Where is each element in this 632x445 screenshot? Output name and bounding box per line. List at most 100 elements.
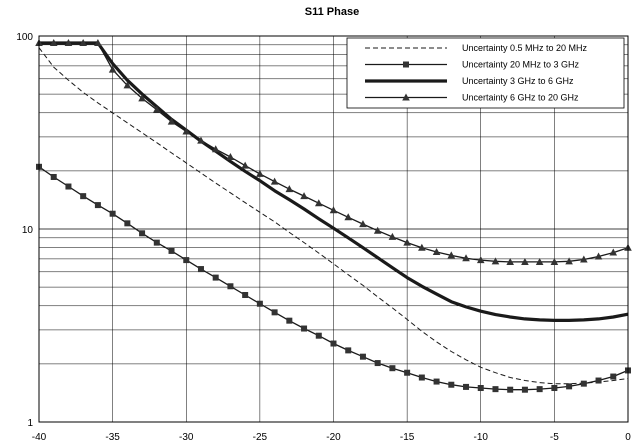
data-point-triangle [359,220,367,228]
data-point-square [330,340,337,347]
x-tick-label: -30 [179,432,194,443]
series-line [39,41,629,322]
data-point-triangle [241,161,249,169]
data-point-triangle [270,177,279,185]
series-1 [38,47,629,385]
data-point-square [271,309,278,316]
data-point-square [374,360,381,367]
data-point-square [286,317,293,324]
data-point-square [536,386,543,393]
x-tick-label: -25 [253,432,268,443]
data-point-square [595,377,602,384]
data-point-triangle [167,117,176,125]
data-point-square [477,385,484,392]
data-point-triangle [314,199,323,207]
data-point-square [183,257,190,264]
data-point-triangle [388,232,397,240]
x-tick-label: 0 [625,432,631,443]
data-point-square [242,292,249,299]
x-tick-label: -20 [326,432,341,443]
data-point-triangle [403,238,411,246]
data-point-triangle [550,257,559,265]
data-point-triangle [521,257,529,265]
y-axis-ticks: 1 10 100 [16,32,33,429]
data-point-square [212,274,219,281]
data-point-square [197,266,204,273]
y-tick-label: 10 [22,225,34,236]
y-tick-label: 100 [16,32,33,43]
series-4 [35,38,632,265]
data-point-triangle [580,255,588,263]
x-tick-label: -5 [550,432,559,443]
data-point-square [566,383,573,390]
data-point-square [448,381,455,388]
x-tick-label: -40 [32,432,47,443]
data-point-square [168,247,175,254]
data-point-triangle [123,81,132,89]
data-point-square [389,365,396,372]
data-point-square [80,193,87,200]
chart-title: S11 Phase [305,6,359,18]
legend-label: Uncertainty 20 MHz to 3 GHz [462,60,580,70]
data-point-square [256,300,263,307]
data-point-triangle [432,248,441,256]
data-point-triangle [108,65,117,73]
series-3 [39,41,629,322]
legend-label: Uncertainty 6 GHz to 20 GHz [462,93,579,103]
data-point-triangle [138,94,146,102]
data-point-triangle [226,153,235,161]
data-point-square [551,385,558,392]
data-point-square [124,220,131,227]
data-point-triangle [476,256,485,264]
data-point-square [50,173,57,180]
data-point-triangle [256,169,264,177]
series-2 [36,163,631,393]
data-point-triangle [94,38,102,46]
data-point-square [359,353,366,360]
data-point-triangle [49,38,58,46]
data-point-triangle [462,254,470,262]
data-point-square [94,202,101,209]
data-point-triangle [79,38,87,46]
data-point-square [404,369,411,376]
data-point-triangle [594,252,603,260]
legend: Uncertainty 0.5 MHz to 20 MHz Uncertainty… [346,37,625,109]
data-point-triangle [197,136,205,144]
data-point-triangle [418,243,426,251]
data-point-triangle [447,251,456,259]
data-point-square [580,380,587,387]
data-point-triangle [344,213,353,221]
x-tick-label: -10 [474,432,489,443]
data-point-triangle [506,257,514,265]
data-point-triangle [182,127,191,135]
gridlines [39,36,628,422]
x-tick-label: -15 [400,432,415,443]
data-point-triangle [285,185,294,193]
data-point-square [492,386,499,393]
data-point-square [521,386,528,393]
legend-label: Uncertainty 0.5 MHz to 20 MHz [462,43,588,53]
data-point-square [463,383,470,390]
data-point-square [301,325,308,332]
data-point-square [507,386,514,393]
data-point-square [610,373,617,380]
data-point-triangle [535,257,544,265]
data-point-triangle [329,206,338,214]
data-point-triangle [300,192,308,200]
series-line [38,47,629,385]
data-point-square [109,210,116,217]
data-point-square [345,347,352,354]
legend-box [346,37,625,109]
legend-marker-square [403,61,409,68]
data-point-square [65,183,72,190]
data-point-triangle [373,226,382,234]
x-tick-label: -35 [105,432,120,443]
data-point-triangle [64,38,73,46]
data-point-square [227,283,234,290]
data-point-triangle [153,105,161,113]
x-axis-ticks: -40 -35 -30 -25 -20 -15 -10 -5 0 [32,432,631,443]
series-layer [35,38,632,393]
data-point-triangle [609,248,618,256]
legend-label: Uncertainty 3 GHz to 6 GHz [462,76,574,86]
